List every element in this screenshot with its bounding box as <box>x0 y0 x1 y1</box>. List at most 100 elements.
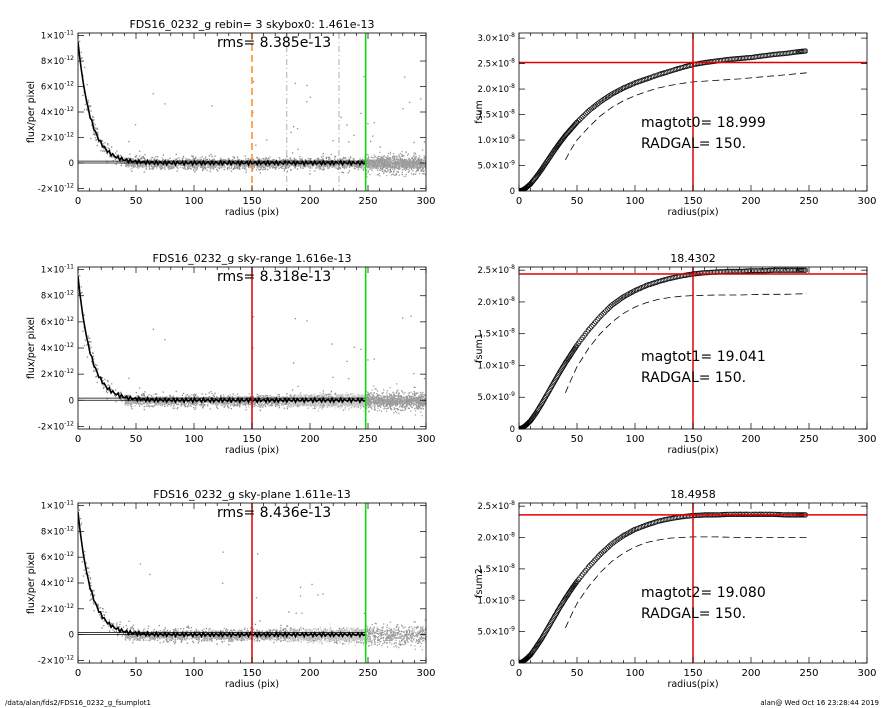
growth-curve-dashed <box>565 293 807 393</box>
x-tick-label-200: 200 <box>741 196 760 207</box>
x-tick-label-0: 0 <box>75 668 81 679</box>
profile-1-data <box>78 33 426 191</box>
y-tick-label: 5.0×10-9 <box>478 391 516 403</box>
y-axis-label: fsum <box>474 100 485 124</box>
growth-curve-points <box>519 48 809 191</box>
x-axis-label: radius(pix) <box>667 207 718 218</box>
x-tick-label-50: 50 <box>571 196 584 207</box>
magtot-label: magtot2= 19.080 <box>641 585 766 601</box>
x-tick-label-300: 300 <box>416 434 435 445</box>
y-tick-label: 6×10-12 <box>41 316 74 328</box>
x-tick-label-150: 150 <box>683 196 702 207</box>
growth-curve-dashed <box>565 536 807 629</box>
x-axis-label: radius (pix) <box>225 207 279 218</box>
radgal-label: RADGAL= 150. <box>641 136 746 152</box>
y-tick-label: 0 <box>510 659 515 669</box>
growth-3-panel: magtot2= 19.080 RADGAL= 150. 0 50 100 150 200 2… <box>474 488 877 690</box>
y-axis-label: flux/per pixel <box>26 81 37 143</box>
y-tick-label: 1.5×10-8 <box>478 328 516 340</box>
profile-3-data <box>78 503 426 663</box>
x-tick-label-300: 300 <box>857 196 876 207</box>
y-tick-label: 1×10-11 <box>41 264 74 276</box>
mean-profile-line <box>78 276 366 405</box>
x-tick-label-50: 50 <box>571 434 584 445</box>
y-tick-label: 1.5×10-8 <box>478 563 516 575</box>
profile-2-data <box>78 267 426 429</box>
x-tick-label-250: 250 <box>358 196 377 207</box>
growth-1-panel: magtot0= 18.999 RADGAL= 150. 0 50 100 150 200 2… <box>474 32 877 218</box>
y-tick-label: -2×10-12 <box>38 420 74 432</box>
noise-block-2 <box>365 383 426 417</box>
profile-1-panel: rms= 8.385e-13 0 50 100 150 200 250 300 1×10-11 8… <box>26 18 436 218</box>
growth-1-data <box>519 33 867 191</box>
y-axis-label: flux/per pixel <box>26 552 37 614</box>
y-tick-label: 2.0×10-8 <box>478 532 516 544</box>
mean-profile-line <box>78 511 366 639</box>
y-tick-label: 4×10-12 <box>41 106 74 118</box>
footer-timestamp: alan@ Wed Oct 16 23:28:44 2019 <box>760 699 879 707</box>
y-tick-label: -2×10-12 <box>38 654 74 666</box>
y-axis-label: fsum1 <box>474 333 485 363</box>
x-tick-label-300: 300 <box>416 196 435 207</box>
x-tick-label-300: 300 <box>416 668 435 679</box>
y-tick-label: -2×10-12 <box>38 182 74 194</box>
noise-block-1 <box>339 626 367 646</box>
x-tick-label-300: 300 <box>857 668 876 679</box>
panel-title: FDS16_0232_g rebin= 3 skybox0: 1.461e-13 <box>129 18 374 31</box>
growth-curve-dashed <box>565 72 807 161</box>
x-axis-label: radius(pix) <box>667 445 718 456</box>
x-tick-label-200: 200 <box>300 196 319 207</box>
x-tick-label-250: 250 <box>358 434 377 445</box>
y-tick-label: 0 <box>69 396 74 406</box>
growth-2-panel: magtot1= 19.041 RADGAL= 150. 0 50 100 150 200 2… <box>474 252 877 456</box>
y-tick-label: 2×10-12 <box>41 368 74 380</box>
x-tick-label-150: 150 <box>683 434 702 445</box>
x-tick-label-250: 250 <box>799 434 818 445</box>
x-tick-label-150: 150 <box>242 196 261 207</box>
growth-2-data <box>519 267 867 429</box>
panel-title: FDS16_0232_g sky-plane 1.611e-13 <box>153 488 350 501</box>
noise-block-0 <box>365 149 426 178</box>
y-tick-label: 4×10-12 <box>41 342 74 354</box>
magtot-label: magtot1= 19.041 <box>641 349 766 365</box>
radgal-label: RADGAL= 150. <box>641 370 746 386</box>
x-tick-label-0: 0 <box>75 434 81 445</box>
y-tick-label: 1.0×10-8 <box>478 134 516 146</box>
x-axis-label: radius (pix) <box>225 679 279 690</box>
y-tick-label: 8×10-12 <box>41 290 74 302</box>
panel-title: 18.4958 <box>670 488 716 501</box>
x-tick-label-150: 150 <box>242 434 261 445</box>
x-tick-label-250: 250 <box>358 668 377 679</box>
x-tick-label-50: 50 <box>130 668 143 679</box>
x-tick-label-50: 50 <box>130 434 143 445</box>
growth-3-data <box>519 503 867 663</box>
y-tick-label: 6×10-12 <box>41 81 74 93</box>
x-tick-label-50: 50 <box>130 196 143 207</box>
noise-block-1 <box>339 390 367 412</box>
footer-file-path: /data/alan/fds2/FDS16_0232_g_fsumplot1 <box>5 699 151 707</box>
y-tick-label: 3.0×10-8 <box>478 32 516 44</box>
rms-label: rms= 8.436e-13 <box>217 505 331 521</box>
y-tick-label: 5.0×10-9 <box>478 160 516 172</box>
mean-profile-line <box>78 41 366 167</box>
x-tick-label-300: 300 <box>857 434 876 445</box>
x-tick-label-200: 200 <box>300 668 319 679</box>
panel-title: 18.4302 <box>670 252 716 265</box>
noise-block-2 <box>365 619 426 651</box>
x-tick-label-0: 0 <box>516 434 522 445</box>
x-tick-label-200: 200 <box>741 668 760 679</box>
y-tick-label: 2.5×10-8 <box>478 500 516 512</box>
x-tick-label-100: 100 <box>184 196 203 207</box>
x-tick-label-0: 0 <box>516 196 522 207</box>
y-tick-label: 0 <box>510 187 515 197</box>
y-tick-label: 2.0×10-8 <box>478 296 516 308</box>
x-tick-label-100: 100 <box>184 668 203 679</box>
x-tick-label-50: 50 <box>571 668 584 679</box>
x-tick-label-200: 200 <box>741 434 760 445</box>
x-tick-label-0: 0 <box>516 668 522 679</box>
x-tick-label-100: 100 <box>625 434 644 445</box>
y-tick-label: 2.5×10-8 <box>478 264 516 276</box>
radgal-label: RADGAL= 150. <box>641 606 746 622</box>
magtot-label: magtot0= 18.999 <box>641 115 766 131</box>
y-tick-label: 0 <box>69 631 74 641</box>
